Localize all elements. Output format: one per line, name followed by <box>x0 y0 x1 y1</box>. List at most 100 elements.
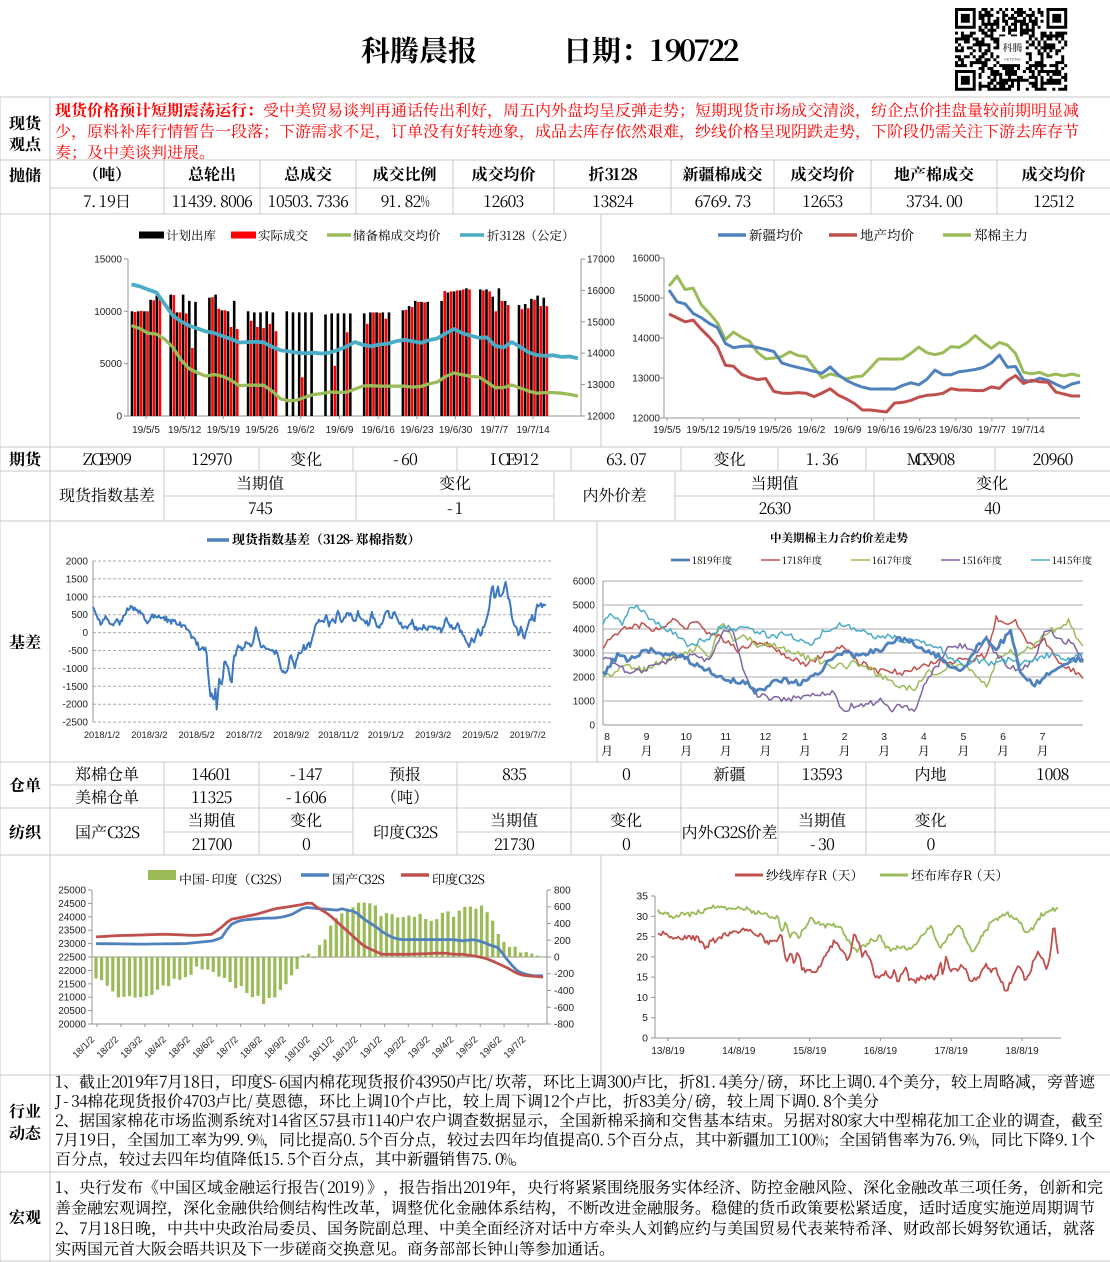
svg-text:3: 3 <box>881 731 887 743</box>
svg-text:19/6/30: 19/6/30 <box>439 425 473 436</box>
svg-text:2019/3/2: 2019/3/2 <box>415 730 451 740</box>
svg-text:500: 500 <box>71 610 88 621</box>
svg-text:19/5/5: 19/5/5 <box>132 425 160 436</box>
svg-text:20000: 20000 <box>58 1020 86 1031</box>
svg-text:23500: 23500 <box>58 926 86 937</box>
svg-text:10000: 10000 <box>94 307 122 318</box>
svg-text:-200: -200 <box>554 969 574 980</box>
svg-text:2: 2 <box>842 731 848 743</box>
svg-text:13/8/19: 13/8/19 <box>651 1046 685 1057</box>
svg-text:18/6/2: 18/6/2 <box>190 1034 216 1060</box>
svg-text:18/8/2: 18/8/2 <box>238 1034 264 1060</box>
svg-text:11: 11 <box>720 731 731 743</box>
svg-text:1000: 1000 <box>573 697 596 708</box>
svg-text:4: 4 <box>921 731 927 743</box>
svg-text:19/6/16: 19/6/16 <box>362 425 396 436</box>
svg-text:2019/7/2: 2019/7/2 <box>510 730 546 740</box>
svg-text:20: 20 <box>636 951 648 963</box>
svg-text:14000: 14000 <box>632 334 660 345</box>
svg-text:19/5/12: 19/5/12 <box>686 425 720 436</box>
svg-text:23000: 23000 <box>58 939 86 950</box>
svg-text:1: 1 <box>802 731 808 743</box>
svg-text:2018/11/2: 2018/11/2 <box>318 730 359 740</box>
svg-text:12: 12 <box>760 731 772 743</box>
svg-text:18/5/2: 18/5/2 <box>166 1034 192 1060</box>
svg-text:0: 0 <box>642 1033 648 1045</box>
svg-text:19/5/19: 19/5/19 <box>207 425 241 436</box>
svg-text:2000: 2000 <box>66 557 89 568</box>
svg-text:6: 6 <box>1000 731 1006 743</box>
svg-text:2000: 2000 <box>573 673 596 684</box>
svg-text:2018/1/2: 2018/1/2 <box>84 730 120 740</box>
svg-text:2019/5/2: 2019/5/2 <box>462 730 498 740</box>
svg-text:19/5/26: 19/5/26 <box>245 425 279 436</box>
svg-text:-1000: -1000 <box>62 664 88 675</box>
svg-text:24000: 24000 <box>58 912 86 923</box>
svg-text:21000: 21000 <box>58 993 86 1004</box>
svg-text:19/7/2: 19/7/2 <box>502 1034 528 1060</box>
svg-text:19/2/2: 19/2/2 <box>382 1034 408 1060</box>
svg-text:0: 0 <box>554 953 560 964</box>
svg-text:13000: 13000 <box>587 380 615 391</box>
svg-text:19/6/2: 19/6/2 <box>478 1034 504 1060</box>
svg-text:-400: -400 <box>554 986 574 997</box>
svg-text:14000: 14000 <box>587 349 615 360</box>
svg-text:21500: 21500 <box>58 979 86 990</box>
svg-text:16000: 16000 <box>632 254 660 265</box>
svg-text:18/12/2: 18/12/2 <box>330 1034 360 1064</box>
svg-text:25: 25 <box>636 931 648 943</box>
svg-text:16/8/19: 16/8/19 <box>864 1046 898 1057</box>
svg-text:-1500: -1500 <box>62 682 88 693</box>
svg-text:18/8/19: 18/8/19 <box>1005 1046 1039 1057</box>
svg-text:15: 15 <box>636 972 648 984</box>
svg-text:-500: -500 <box>68 646 88 657</box>
svg-text:5: 5 <box>642 1012 648 1024</box>
svg-text:19/6/30: 19/6/30 <box>939 425 973 436</box>
svg-text:KETENG: KETENG <box>1004 56 1020 61</box>
svg-text:15/8/19: 15/8/19 <box>793 1046 827 1057</box>
svg-text:22000: 22000 <box>58 966 86 977</box>
svg-text:18/3/2: 18/3/2 <box>119 1034 145 1060</box>
svg-text:19/7/14: 19/7/14 <box>516 425 550 436</box>
svg-text:-2000: -2000 <box>62 700 88 711</box>
svg-text:2018/3/2: 2018/3/2 <box>131 730 167 740</box>
svg-text:18/2/2: 18/2/2 <box>95 1034 121 1060</box>
svg-text:19/7/7: 19/7/7 <box>480 425 508 436</box>
svg-text:0: 0 <box>116 412 122 423</box>
svg-text:1500: 1500 <box>66 574 89 585</box>
svg-text:19/4/2: 19/4/2 <box>430 1034 456 1060</box>
svg-text:19/6/2: 19/6/2 <box>797 425 825 436</box>
svg-text:18/4/2: 18/4/2 <box>142 1034 168 1060</box>
svg-text:5000: 5000 <box>573 601 596 612</box>
svg-text:16000: 16000 <box>587 286 615 297</box>
svg-text:19/5/2: 19/5/2 <box>454 1034 480 1060</box>
svg-text:800: 800 <box>554 886 571 897</box>
svg-text:10: 10 <box>680 731 692 743</box>
svg-text:-800: -800 <box>554 1020 574 1031</box>
svg-text:-600: -600 <box>554 1003 574 1014</box>
svg-text:35: 35 <box>636 891 648 903</box>
svg-text:19/7/14: 19/7/14 <box>1011 425 1045 436</box>
svg-text:9: 9 <box>644 731 650 743</box>
svg-text:2018/5/2: 2018/5/2 <box>178 730 214 740</box>
svg-text:14/8/19: 14/8/19 <box>722 1046 756 1057</box>
svg-text:19/5/19: 19/5/19 <box>723 425 757 436</box>
svg-text:12000: 12000 <box>632 414 660 425</box>
svg-text:600: 600 <box>554 902 571 913</box>
svg-text:4000: 4000 <box>573 625 596 636</box>
svg-text:19/1/2: 19/1/2 <box>358 1034 384 1060</box>
svg-text:18/10/2: 18/10/2 <box>282 1034 312 1064</box>
svg-text:12000: 12000 <box>587 412 615 423</box>
svg-text:5: 5 <box>960 731 966 743</box>
svg-text:22500: 22500 <box>58 953 86 964</box>
svg-text:19/6/16: 19/6/16 <box>867 425 901 436</box>
svg-text:18/7/2: 18/7/2 <box>214 1034 240 1060</box>
svg-text:3000: 3000 <box>573 649 596 660</box>
svg-text:15000: 15000 <box>587 317 615 328</box>
svg-text:8: 8 <box>604 731 610 743</box>
svg-text:18/1/2: 18/1/2 <box>71 1034 97 1060</box>
svg-text:-2500: -2500 <box>62 718 88 729</box>
svg-text:10: 10 <box>636 992 648 1004</box>
svg-text:19/6/9: 19/6/9 <box>834 425 862 436</box>
svg-text:19/6/2: 19/6/2 <box>287 425 315 436</box>
